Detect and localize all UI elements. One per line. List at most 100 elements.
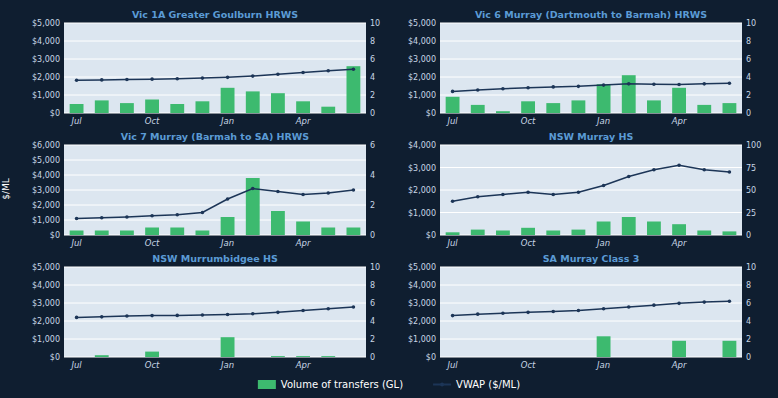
legend-swatch [440,383,444,387]
line-marker [728,170,732,174]
y-tick-label: $1,000 [408,91,436,100]
bar [95,231,109,236]
plot-background [440,267,742,357]
y2-tick-label: 10 [370,263,380,272]
bar [346,357,360,358]
bar [321,356,335,357]
grid-line [64,235,366,236]
grid-line [440,41,742,42]
y2-tick-label: 10 [746,263,756,272]
line-marker [276,73,280,77]
plot-background [64,267,366,357]
y-tick-label: $1,000 [32,335,60,344]
marks [451,299,737,357]
line-marker [175,314,179,318]
line-marker [476,195,480,199]
grid-line [64,23,366,24]
subplot-title: NSW Murray HS [549,131,634,142]
y2-tick-label: 0 [746,353,751,362]
y2-tick-label: 0 [746,231,751,240]
line-marker [702,82,706,86]
line-marker [75,217,79,221]
grid-line [64,41,366,42]
bar [496,357,510,358]
y-tick-label: $2,000 [32,201,60,210]
x-tick-label: Oct [145,360,160,370]
y2-tick-label: 50 [746,186,756,195]
y-tick-label: $2,000 [32,317,60,326]
bar [597,222,611,236]
line-marker [100,78,104,82]
x-tick-label: Jul [445,116,458,126]
bar [195,357,209,358]
grid-line [440,235,742,236]
legend-label: Volume of transfers (GL) [281,379,403,390]
bar [195,231,209,236]
grid-line [440,357,742,358]
y2-tick-label: 6 [370,141,375,150]
bar [221,337,235,357]
x-tick-label: Jan [595,360,610,370]
bar [521,228,535,235]
price-line [453,83,730,91]
y-tick-label: $3,000 [32,186,60,195]
y-tick-label: $4,000 [408,141,436,150]
y2-tick-label: 0 [370,109,375,118]
y2-tick-label: 4 [746,73,751,82]
x-tick-label: Oct [521,238,536,248]
y-tick-label: $2,000 [408,186,436,195]
y2-tick-label: 2 [370,201,375,210]
bar [95,100,109,113]
line-marker [125,215,129,219]
bar [70,231,84,236]
line-marker [602,307,606,311]
bar [70,104,84,113]
y-tick-label: $5,000 [408,263,436,272]
bar [672,88,686,113]
line-marker [702,168,706,172]
y-tick-label: $3,000 [32,299,60,308]
bar [246,357,260,358]
y2-tick-label: 25 [746,209,756,218]
x-tick-label: Jan [219,360,234,370]
line-marker [276,190,280,194]
line-marker [602,184,606,188]
plot-background [64,23,366,113]
y-tick-label: $0 [426,231,436,240]
bar [70,357,84,358]
panel: $0$1,000$2,000$3,000$4,000$5,0000246810J… [32,253,380,370]
x-tick-label: Apr [295,238,311,248]
bar [622,75,636,113]
grid-line [440,145,742,146]
line-marker [175,213,179,217]
y2-tick-label: 2 [746,91,751,100]
y-tick-label: $4,000 [408,37,436,46]
bar [145,228,159,236]
grid-line [440,23,742,24]
grid-line [440,212,742,213]
line-marker [201,76,205,80]
y-tick-label: $4,000 [32,171,60,180]
bar [170,357,184,358]
x-tick-label: Jul [445,360,458,370]
y2-tick-label: 8 [746,37,751,46]
bar [697,105,711,113]
bar [622,357,636,358]
panel: $0$1,000$2,000$3,000$4,0000255075100JulO… [408,131,761,248]
line-marker [125,78,129,82]
grid-line [440,339,742,340]
legend-swatch [258,380,276,389]
y-tick-label: $1,000 [32,216,60,225]
y-tick-label: $0 [50,353,60,362]
bar [446,232,460,235]
line-marker [201,211,205,215]
y-tick-label: $0 [50,231,60,240]
bar [296,101,310,113]
y2-tick-label: 0 [370,353,375,362]
bar [597,84,611,113]
bar [145,100,159,114]
grid-line [440,321,742,322]
y-tick-label: $0 [50,109,60,118]
line-marker [677,83,681,87]
grid-line [64,95,366,96]
